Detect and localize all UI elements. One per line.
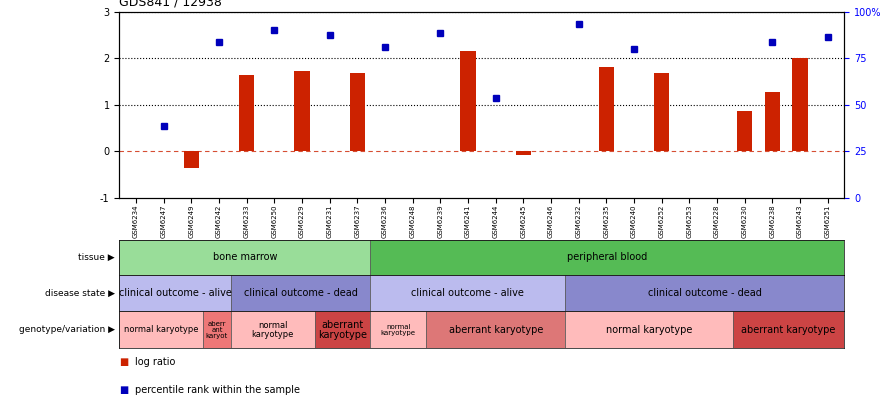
Text: normal karyotype: normal karyotype [606, 325, 692, 335]
Bar [119, 275, 231, 311]
Text: clinical outcome - alive: clinical outcome - alive [118, 288, 232, 298]
Text: clinical outcome - alive: clinical outcome - alive [411, 288, 524, 298]
Bar [370, 240, 844, 275]
Text: percentile rank within the sample: percentile rank within the sample [135, 385, 301, 395]
Bar [370, 275, 566, 311]
Text: disease state ▶: disease state ▶ [45, 289, 115, 297]
Bar [239, 75, 255, 151]
Text: peripheral blood: peripheral blood [568, 252, 647, 263]
Bar [598, 67, 613, 151]
Text: aberrant karyotype: aberrant karyotype [742, 325, 835, 335]
Bar [184, 151, 199, 168]
Bar [119, 311, 203, 348]
Bar [792, 58, 808, 151]
Text: clinical outcome - dead: clinical outcome - dead [648, 288, 762, 298]
Bar [119, 240, 370, 275]
Text: GDS841 / 12938: GDS841 / 12938 [119, 0, 222, 9]
Bar [566, 275, 844, 311]
Text: ■: ■ [119, 357, 128, 367]
Text: normal
karyotype: normal karyotype [381, 324, 415, 336]
Text: genotype/variation ▶: genotype/variation ▶ [19, 325, 115, 334]
Bar [765, 92, 780, 151]
Bar [315, 311, 370, 348]
Text: tissue ▶: tissue ▶ [79, 253, 115, 262]
Bar [203, 311, 231, 348]
Text: log ratio: log ratio [135, 357, 176, 367]
Bar [370, 311, 426, 348]
Text: normal
karyotype: normal karyotype [251, 321, 293, 339]
Text: normal karyotype: normal karyotype [124, 325, 198, 334]
Bar [566, 311, 733, 348]
Bar [733, 311, 844, 348]
Text: ■: ■ [119, 385, 128, 395]
Bar [426, 311, 566, 348]
Bar [231, 311, 315, 348]
Bar [515, 151, 531, 155]
Text: bone marrow: bone marrow [212, 252, 277, 263]
Bar [461, 51, 476, 151]
Text: aberr
ant
karyot: aberr ant karyot [206, 321, 228, 339]
Bar [350, 73, 365, 151]
Text: aberrant
karyotype: aberrant karyotype [318, 320, 367, 340]
Text: aberrant karyotype: aberrant karyotype [448, 325, 543, 335]
Bar [737, 110, 752, 151]
Bar [294, 71, 309, 151]
Bar [231, 275, 370, 311]
Bar [654, 73, 669, 151]
Text: clinical outcome - dead: clinical outcome - dead [244, 288, 357, 298]
